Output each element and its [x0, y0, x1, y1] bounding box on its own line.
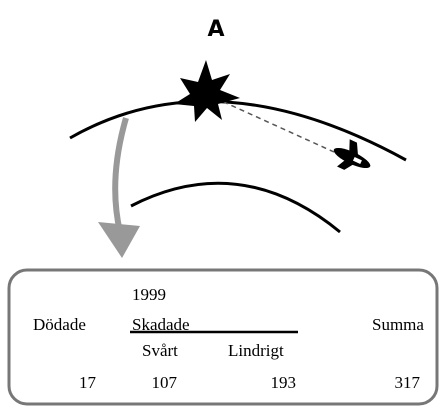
flight-path [214, 97, 335, 153]
header-severe: Svårt [142, 341, 178, 360]
outer-arc [69, 99, 407, 162]
arrow-head [98, 222, 140, 258]
value-cell: 107 [152, 373, 178, 392]
inner-arc [130, 181, 341, 234]
plane [333, 139, 371, 170]
header-minor: Lindrigt [228, 341, 284, 360]
value-cell: 193 [271, 373, 297, 392]
header-killed: Dödade [33, 315, 86, 334]
arrow-shaft [112, 117, 129, 233]
value-cell: 317 [395, 373, 421, 392]
year: 1999 [132, 285, 166, 304]
table-box [7, 268, 439, 406]
value-cell: 17 [79, 373, 97, 392]
title: A [207, 17, 224, 42]
header-total: Summa [372, 315, 424, 334]
impact-star [174, 60, 240, 122]
header-injured: Skadade [132, 315, 190, 334]
